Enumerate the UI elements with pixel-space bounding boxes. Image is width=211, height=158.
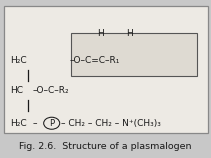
Text: H₂C: H₂C <box>11 56 27 64</box>
Text: Fig. 2.6.  Structure of a plasmalogen: Fig. 2.6. Structure of a plasmalogen <box>19 143 192 151</box>
Text: H₂C: H₂C <box>11 119 27 128</box>
Text: HC: HC <box>11 86 24 94</box>
Text: H: H <box>126 30 133 38</box>
Text: – CH₂ – CH₂ – N⁺(CH₃)₃: – CH₂ – CH₂ – N⁺(CH₃)₃ <box>61 119 161 128</box>
Text: P: P <box>49 119 54 128</box>
Text: –O–C=C–R₁: –O–C=C–R₁ <box>70 56 120 64</box>
Bar <box>4 6 208 133</box>
Text: –O–C–R₂: –O–C–R₂ <box>33 86 69 94</box>
Text: H: H <box>97 30 104 38</box>
Text: –: – <box>32 119 37 128</box>
Bar <box>71 33 197 76</box>
